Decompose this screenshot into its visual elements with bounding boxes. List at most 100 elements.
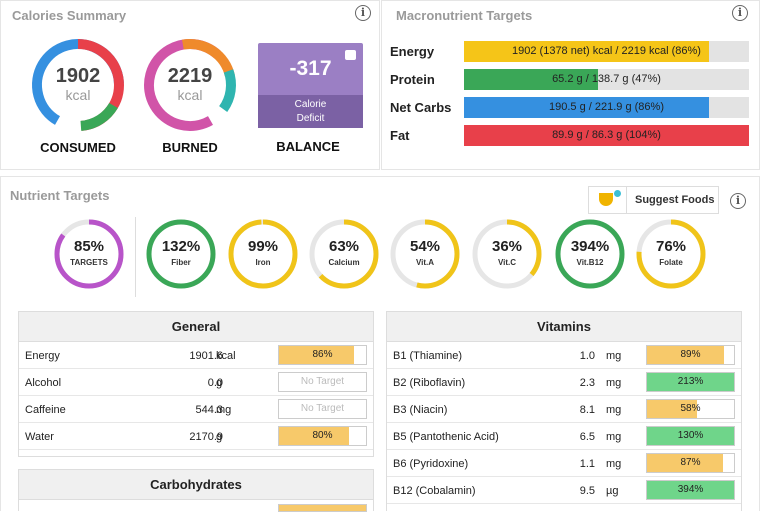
nutrient-ring bbox=[309, 219, 379, 289]
nutrient-unit: mg bbox=[606, 350, 622, 362]
nutrient-circle-fiber[interactable]: 132% Fiber bbox=[145, 218, 217, 290]
nutrient-ring-fill bbox=[555, 219, 625, 289]
nutrient-unit: g bbox=[216, 377, 223, 389]
nutrient-name: B6 (Pyridoxine) bbox=[393, 458, 469, 470]
bowl-icon bbox=[599, 193, 613, 206]
table-row[interactable]: B1 (Thiamine) 1.0 mg 89% bbox=[387, 342, 741, 369]
nutrient-progress-bar: 58% bbox=[646, 399, 735, 419]
nutrient-percent: 130% bbox=[677, 430, 704, 441]
table-row[interactable]: B3 (Niacin) 8.1 mg 58% bbox=[387, 396, 741, 423]
table-row[interactable]: B12 (Cobalamin) 9.5 µg 394% bbox=[387, 477, 741, 504]
table-row[interactable]: B6 (Pyridoxine) 1.1 mg 87% bbox=[387, 450, 741, 477]
nutrient-amount: 544.3 bbox=[195, 404, 223, 416]
macro-bar: 1902 (1378 net) kcal / 2219 kcal (86%) bbox=[464, 41, 749, 62]
balance-sub2: Deficit bbox=[296, 113, 325, 124]
nutrient-name: B3 (Niacin) bbox=[393, 404, 448, 416]
nutrient-circle-vit-a[interactable]: 54% Vit.A bbox=[389, 218, 461, 290]
macro-bar-text: 190.5 g / 221.9 g (86%) bbox=[549, 101, 664, 113]
info-icon[interactable]: i bbox=[355, 5, 371, 21]
suggest-foods-button[interactable]: Suggest Foods bbox=[588, 186, 719, 214]
nutrient-pct: 85% bbox=[73, 238, 105, 255]
nutrient-pct: 63% bbox=[328, 238, 360, 255]
consumed-label: CONSUMED bbox=[40, 140, 116, 155]
nutrient-ring-fill bbox=[309, 219, 379, 289]
burned-unit: kcal bbox=[177, 87, 203, 103]
nutrient-amount: 2170.9 bbox=[189, 431, 223, 443]
vitamins-table: Vitamins B1 (Thiamine) 1.0 mg 89% B2 (Ribofl… bbox=[386, 311, 742, 511]
nutrient-progress-fill bbox=[647, 427, 734, 445]
nutrient-progress-fill bbox=[647, 346, 725, 364]
macro-label: Net Carbs bbox=[390, 100, 452, 115]
nutrient-pct: 76% bbox=[655, 238, 687, 255]
nutrient-progress-bar: 213% bbox=[646, 372, 735, 392]
macro-bar: 190.5 g / 221.9 g (86%) bbox=[464, 97, 749, 118]
nutrient-ring bbox=[390, 219, 460, 289]
nutrient-unit: mg bbox=[606, 377, 622, 389]
nutrient-amount: 0.0 bbox=[207, 377, 223, 389]
table-row[interactable]: B5 (Pantothenic Acid) 6.5 mg 130% bbox=[387, 423, 741, 450]
table-row[interactable]: B2 (Riboflavin) 2.3 mg 213% bbox=[387, 369, 741, 396]
scale-icon bbox=[345, 50, 356, 60]
nutrient-progress-fill bbox=[279, 427, 349, 445]
nutrient-progress-bar: 80% bbox=[278, 426, 367, 446]
nutrient-label: TARGETS bbox=[70, 258, 108, 267]
nutrient-unit: kcal bbox=[216, 350, 236, 362]
nutrient-progress-bar: No Target bbox=[278, 399, 367, 419]
nutrient-ring bbox=[555, 219, 625, 289]
nutrient-progress-bar: 86% bbox=[278, 345, 367, 365]
table-row[interactable]: Energy 1901.6 kcal 86% bbox=[19, 342, 373, 369]
nutrient-circle-folate[interactable]: 76% Folate bbox=[635, 218, 707, 290]
nutrient-progress-bar: 130% bbox=[646, 426, 735, 446]
nutrient-label: Vit.C bbox=[497, 258, 517, 267]
info-icon[interactable]: i bbox=[732, 5, 748, 21]
nutrient-progress-bar: 89% bbox=[646, 345, 735, 365]
nutrient-name: B2 (Riboflavin) bbox=[393, 377, 466, 389]
nutrient-amount: 8.1 bbox=[579, 404, 595, 416]
info-icon[interactable]: i bbox=[730, 193, 746, 209]
nutrient-name: B5 (Pantothenic Acid) bbox=[393, 431, 499, 443]
nutrient-amount: 9.5 bbox=[579, 485, 595, 497]
table-row[interactable]: Alcohol 0.0 g No Target bbox=[19, 369, 373, 396]
nutrient-ring bbox=[146, 219, 216, 289]
nutrient-name: Alcohol bbox=[25, 377, 62, 389]
macro-bar-text: 65.2 g / 138.7 g (47%) bbox=[552, 73, 661, 85]
consumed-unit: kcal bbox=[65, 87, 91, 103]
nutrient-circle-vit-c[interactable]: 36% Vit.C bbox=[471, 218, 543, 290]
nutrient-targets-title: Nutrient Targets bbox=[10, 188, 110, 203]
nutrient-percent: No Target bbox=[300, 376, 345, 387]
balance-sub1: Calorie bbox=[294, 99, 327, 110]
macro-bar-text: 89.9 g / 86.3 g (104%) bbox=[552, 129, 661, 141]
nutrient-progress-bar: No Target bbox=[278, 372, 367, 392]
nutrient-circle-vit-b12[interactable]: 394% Vit.B12 bbox=[554, 218, 626, 290]
table-row[interactable]: Water 2170.9 g 80% bbox=[19, 423, 373, 450]
nutrient-unit: mg bbox=[606, 404, 622, 416]
nutrient-amount: 1901.6 bbox=[189, 350, 223, 362]
nutrient-unit: mg bbox=[606, 458, 622, 470]
nutrient-name: B12 (Cobalamin) bbox=[393, 485, 476, 497]
nutrient-name: Water bbox=[25, 431, 54, 443]
nutrient-circle-targets[interactable]: 85% TARGETS bbox=[53, 218, 125, 290]
nutrient-circle-iron[interactable]: 99% Iron bbox=[227, 218, 299, 290]
macro-bar-fill bbox=[464, 41, 710, 62]
consumed-value: 1902 bbox=[55, 65, 101, 87]
general-table: General Energy 1901.6 kcal 86% Alcohol 0.0 g No… bbox=[18, 311, 374, 457]
vitamins-title: Vitamins bbox=[387, 312, 741, 342]
vitamin-rows: B1 (Thiamine) 1.0 mg 89% B2 (Riboflavin) 2.3 m… bbox=[387, 342, 741, 504]
nutrient-pct: 54% bbox=[409, 238, 441, 255]
nutrient-label: Vit.B12 bbox=[576, 258, 604, 267]
macro-bar: 89.9 g / 86.3 g (104%) bbox=[464, 125, 749, 146]
nutrient-ring-fill bbox=[636, 219, 706, 289]
nutrient-ring-fill bbox=[390, 219, 460, 289]
table-row[interactable]: Caffeine 544.3 mg No Target bbox=[19, 396, 373, 423]
macro-bar-fill bbox=[464, 125, 749, 146]
nutrient-progress-bar: 394% bbox=[646, 480, 735, 500]
nutrient-ring-fill bbox=[472, 219, 542, 289]
nutrient-ring-fill bbox=[228, 219, 298, 289]
nutrient-label: Calcium bbox=[328, 258, 360, 267]
nutrient-pct: 394% bbox=[570, 238, 610, 255]
nutrient-progress-fill bbox=[647, 481, 734, 499]
nutrient-circle-calcium[interactable]: 63% Calcium bbox=[308, 218, 380, 290]
calories-summary-panel: Calories Summary i 1902 kcal CONSUMED 22… bbox=[0, 0, 380, 170]
balance-value: -317 bbox=[289, 57, 332, 80]
nutrient-amount: 2.3 bbox=[579, 377, 595, 389]
